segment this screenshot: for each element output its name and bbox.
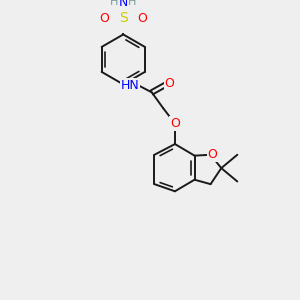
Text: O: O: [165, 77, 175, 90]
Text: S: S: [119, 11, 128, 26]
Text: N: N: [118, 0, 128, 9]
Text: H: H: [128, 0, 136, 8]
Text: O: O: [100, 12, 110, 25]
Text: HN: HN: [121, 79, 140, 92]
Text: O: O: [170, 117, 180, 130]
Text: H: H: [110, 0, 118, 8]
Text: O: O: [137, 12, 147, 25]
Text: O: O: [207, 148, 217, 161]
